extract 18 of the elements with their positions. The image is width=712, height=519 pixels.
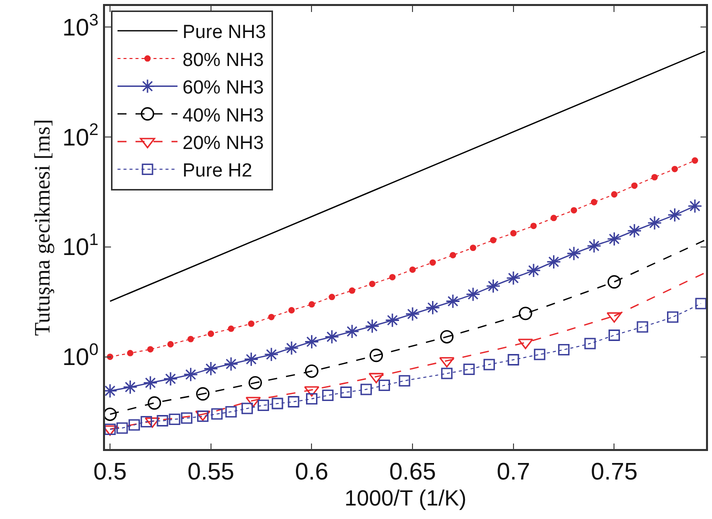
legend-label: Pure NH3 [182,22,266,44]
y-tick-label: 10$^{0}$ [62,340,98,372]
y-tick-label: 10$^{3}$ [62,10,98,42]
x-tick-label: 0.65 [389,458,436,486]
x-tick-label: 0.5 [93,458,127,486]
legend-label: 60% NH3 [182,78,264,99]
x-tick-label: 0.6 [295,458,328,486]
legend-label: Pure H2 [182,160,252,182]
x-tick-label: 0.75 [590,458,638,486]
legend-label: 80% NH3 [182,50,264,71]
x-tick-label: 0.55 [188,458,234,486]
legend-label: 40% NH3 [182,105,264,126]
x-tick-label: 0.7 [496,458,530,486]
y-tick-label: 10$^{2}$ [62,120,98,152]
y-axis-title: Tutuşma gecikmesi [ms] [30,119,55,336]
y-tick-label: 10$^{1}$ [62,230,98,262]
legend-label: 20% NH3 [182,132,264,154]
x-axis-title: 1000/T (1/K) [344,486,466,511]
